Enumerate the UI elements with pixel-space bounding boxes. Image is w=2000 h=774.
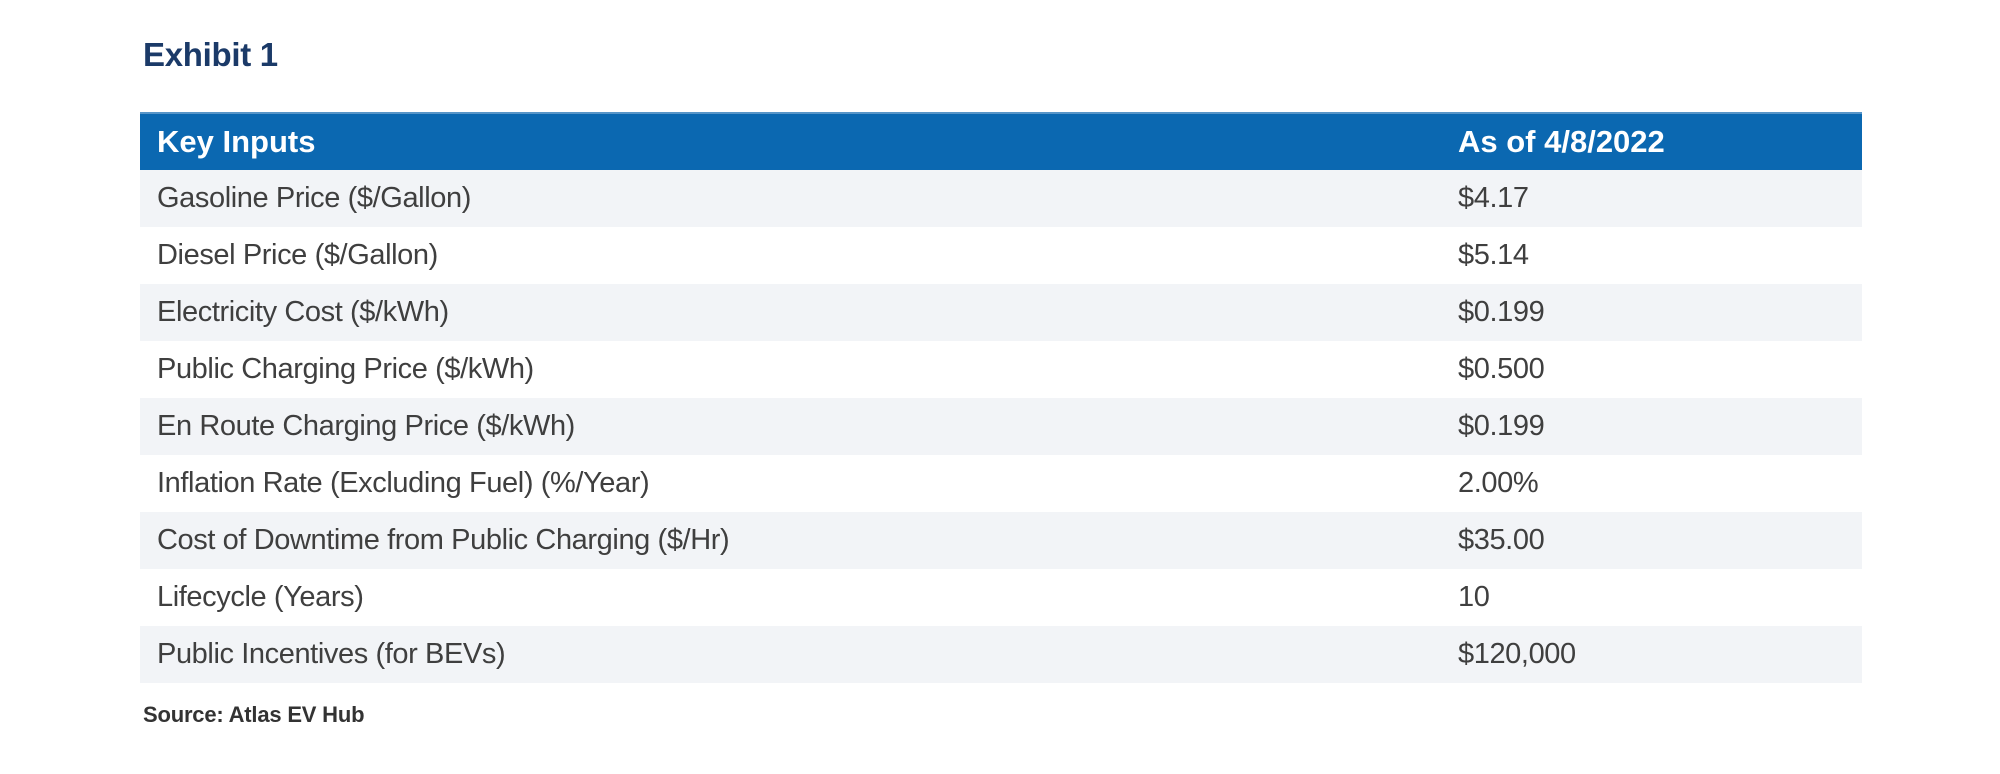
row-value: $4.17 [1458,182,1529,214]
row-label: Cost of Downtime from Public Charging ($… [157,524,730,556]
table-header-row: Key Inputs As of 4/8/2022 [140,112,1862,170]
table-row: Diesel Price ($/Gallon) $5.14 [140,227,1862,284]
row-value: $0.199 [1458,296,1545,328]
table-row: En Route Charging Price ($/kWh) $0.199 [140,398,1862,455]
source-note: Source: Atlas EV Hub [143,702,365,727]
table-row: Cost of Downtime from Public Charging ($… [140,512,1862,569]
row-label: Lifecycle (Years) [157,581,364,613]
row-label: Electricity Cost ($/kWh) [157,296,449,328]
table-body: Gasoline Price ($/Gallon) $4.17 Diesel Pri… [140,170,1862,683]
row-value: $120,000 [1458,638,1576,670]
row-label: En Route Charging Price ($/kWh) [157,410,575,442]
table-row: Public Incentives (for BEVs) $120,000 [140,626,1862,683]
row-label: Public Charging Price ($/kWh) [157,353,534,385]
row-label: Inflation Rate (Excluding Fuel) (%/Year) [157,467,650,499]
table-row: Inflation Rate (Excluding Fuel) (%/Year)… [140,455,1862,512]
row-label: Public Incentives (for BEVs) [157,638,506,670]
key-inputs-table: Key Inputs As of 4/8/2022 Gasoline Price… [140,112,1862,683]
row-value: $0.199 [1458,410,1545,442]
row-value: $0.500 [1458,353,1545,385]
table-row: Public Charging Price ($/kWh) $0.500 [140,341,1862,398]
row-value: 2.00% [1458,467,1539,499]
row-value: $5.14 [1458,239,1529,271]
row-value: $35.00 [1458,524,1545,556]
column-header-as-of-date: As of 4/8/2022 [1458,124,1665,159]
table-row: Gasoline Price ($/Gallon) $4.17 [140,170,1862,227]
row-label: Diesel Price ($/Gallon) [157,239,438,271]
row-label: Gasoline Price ($/Gallon) [157,182,471,214]
exhibit-title: Exhibit 1 [143,36,278,73]
row-value: 10 [1458,581,1490,613]
column-header-key-inputs: Key Inputs [157,124,316,159]
table-row: Lifecycle (Years) 10 [140,569,1862,626]
table-row: Electricity Cost ($/kWh) $0.199 [140,284,1862,341]
